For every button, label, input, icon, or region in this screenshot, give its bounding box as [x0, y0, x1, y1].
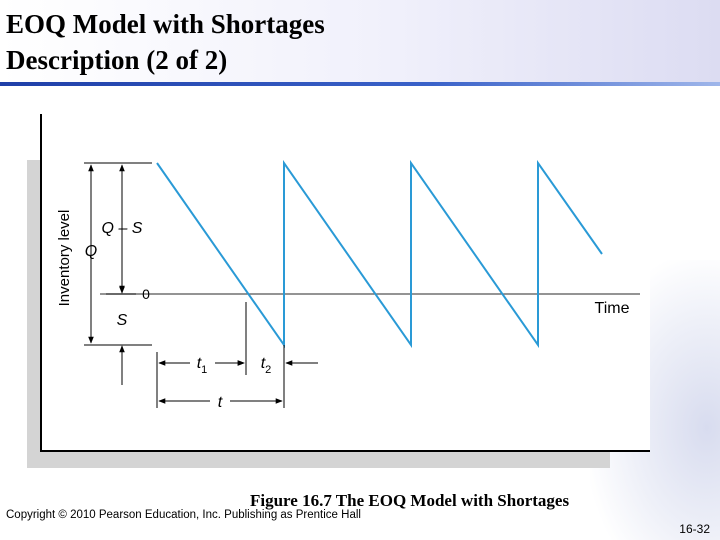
slide-title: EOQ Model with Shortages Description (2 … [6, 6, 325, 78]
x-axis-label: Time [595, 300, 630, 317]
t2-label: t2 [261, 355, 272, 376]
t2-label-main: t [261, 355, 266, 372]
figure-caption: Figure 16.7 The EOQ Model with Shortages [250, 491, 570, 510]
t1-label-main: t [197, 355, 202, 372]
title-band [0, 0, 720, 84]
slide-title-line-1: EOQ Model with Shortages [6, 9, 325, 39]
q-minus-s-label: Q – S [102, 220, 143, 237]
zero-label: 0 [142, 286, 150, 302]
slide-number: 16-32 [679, 522, 710, 536]
t-label: t [218, 394, 223, 411]
slide-title-line-2: Description (2 of 2) [6, 45, 228, 75]
t2-label-subscript: 2 [265, 364, 271, 376]
t1-label-subscript: 1 [201, 364, 207, 376]
t1-label: t1 [197, 355, 208, 376]
inventory-sawtooth-line [156, 159, 603, 349]
copyright-notice: Copyright © 2010 Pearson Education, Inc.… [6, 509, 361, 521]
figure-panel [40, 114, 650, 452]
q-label: Q [85, 243, 97, 260]
y-axis-label: Inventory level [56, 210, 73, 307]
s-label: S [117, 312, 128, 329]
title-underline [0, 82, 720, 86]
